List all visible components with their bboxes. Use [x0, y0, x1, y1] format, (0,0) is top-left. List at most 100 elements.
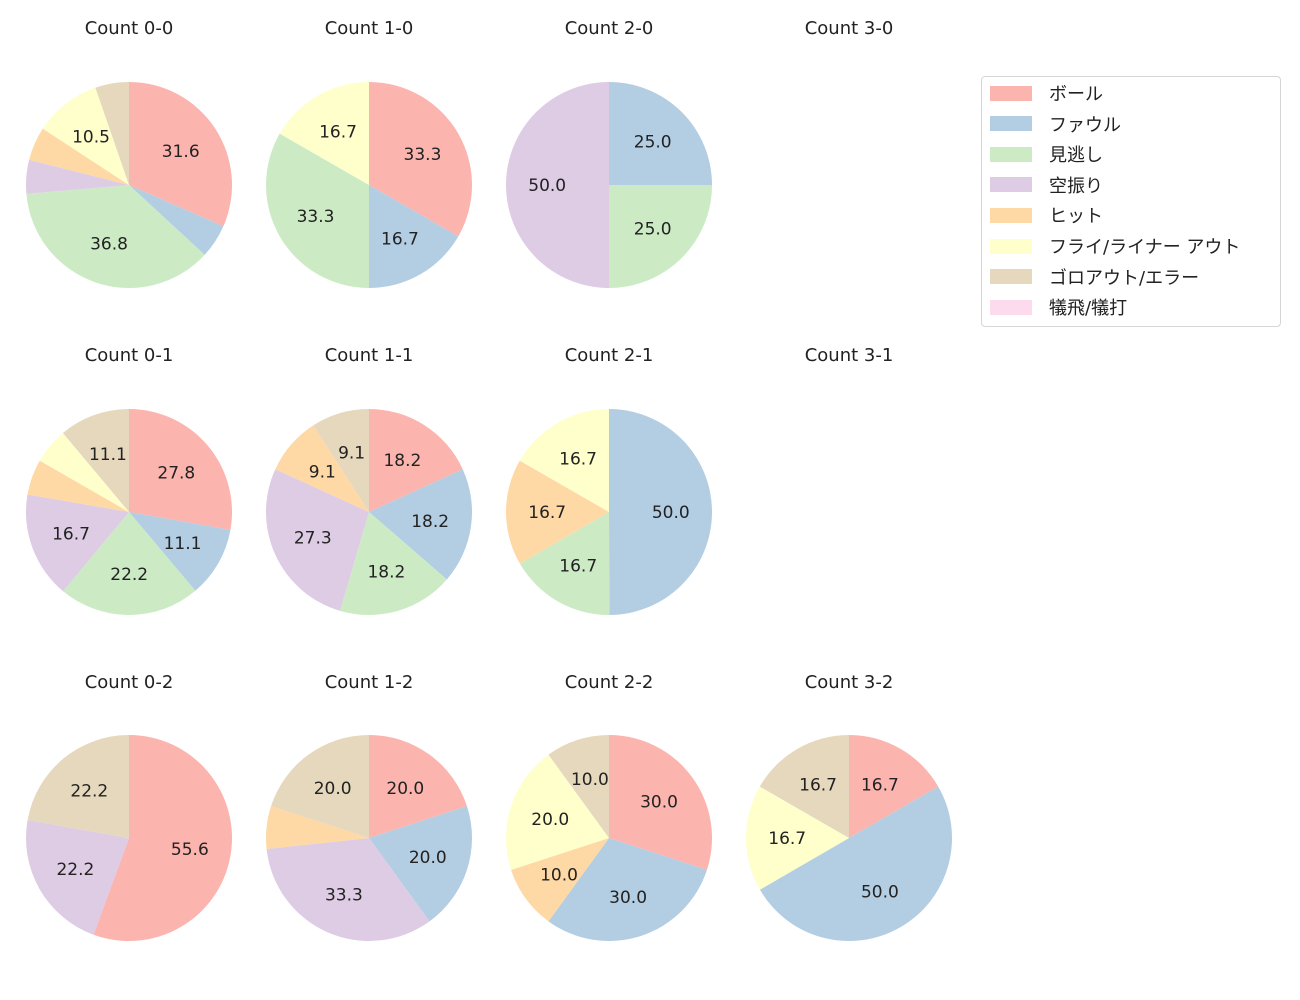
legend-swatch [990, 299, 1032, 315]
legend-item: 見逃し [990, 144, 1103, 166]
legend-swatch [990, 207, 1032, 223]
pie-slice-5 [42, 87, 130, 185]
pie-slice-0 [129, 82, 232, 227]
pie-title: Count 1-2 [325, 672, 414, 693]
pie-slice-0 [369, 735, 467, 838]
slice-label: 50.0 [861, 883, 899, 903]
slice-label: 50.0 [528, 176, 566, 196]
slice-label: 18.2 [411, 512, 449, 532]
legend-label: ゴロアウト/エラー [1049, 267, 1200, 289]
legend-swatch [990, 269, 1032, 285]
pie-slice-6 [95, 82, 129, 185]
pie-slice-5 [39, 433, 129, 512]
pie-title: Count 3-1 [805, 345, 894, 366]
pie-slice-1 [369, 185, 459, 288]
legend-swatch [990, 177, 1032, 193]
legend-item: 空振り [990, 175, 1103, 197]
pie-slice-3 [266, 838, 430, 942]
pie-slice-5 [519, 409, 609, 512]
slice-label: 27.8 [157, 463, 195, 483]
pie-slice-1 [759, 786, 952, 941]
slice-label: 16.7 [799, 775, 837, 795]
pie-slice-2 [26, 185, 205, 288]
pie-slice-6 [62, 409, 129, 512]
legend-item: ファウル [990, 114, 1121, 136]
slice-label: 18.2 [383, 451, 421, 471]
pie-title: Count 1-0 [325, 18, 414, 39]
slice-label: 20.0 [409, 848, 447, 868]
slice-label: 33.3 [404, 145, 442, 165]
pie-title: Count 0-0 [85, 18, 174, 39]
pie-slice-2 [339, 512, 447, 615]
pie-title: Count 3-0 [805, 18, 894, 39]
pie-title: Count 3-2 [805, 672, 894, 693]
slice-label: 16.7 [768, 829, 806, 849]
pie-slice-6 [271, 735, 369, 838]
pie-slice-3 [26, 819, 129, 935]
pie-slice-1 [129, 185, 224, 255]
pie-slice-1 [609, 82, 712, 185]
pie-count-0-2: Count 0-2 55.6 22.2 22.2 [26, 672, 233, 941]
slice-label: 16.7 [861, 775, 899, 795]
pie-count-3-2: Count 3-2 16.7 50.0 16.7 16.7 [745, 672, 952, 941]
legend-label: 犠飛/犠打 [1049, 298, 1128, 320]
legend-swatch [990, 238, 1032, 254]
pie-title: Count 2-2 [565, 672, 654, 693]
pie-count-2-0: Count 2-0 25.0 25.0 50.0 [506, 18, 712, 288]
pie-slice-1 [609, 409, 713, 615]
pie-slice-6 [313, 409, 369, 512]
pie-title: Count 1-1 [325, 345, 414, 366]
slice-label: 9.1 [338, 444, 365, 464]
legend-item: 犠飛/犠打 [990, 297, 1128, 320]
slice-label: 16.7 [528, 503, 566, 523]
pie-slice-1 [369, 806, 472, 922]
pie-slice-2 [265, 133, 369, 288]
slice-label: 30.0 [640, 793, 678, 813]
legend-swatch [990, 146, 1032, 162]
pie-count-2-2: Count 2-230.030.010.020.010.0 [506, 672, 712, 941]
slice-label: 20.0 [314, 779, 352, 799]
pie-count-3-0: Count 3-0 [805, 18, 894, 39]
slice-label: 27.3 [294, 529, 332, 549]
pie-title: Count 0-1 [85, 345, 174, 366]
legend-swatch [990, 116, 1032, 132]
pie-slice-5 [506, 754, 609, 870]
legend-item: ヒット [990, 205, 1103, 228]
slice-label: 20.0 [386, 779, 424, 799]
slice-label: 55.6 [171, 840, 209, 860]
legend-item: ボール [990, 83, 1103, 105]
slice-label: 10.0 [571, 770, 609, 790]
slice-label: 16.7 [319, 123, 357, 143]
slice-label: 22.2 [70, 782, 108, 802]
slice-label: 10.5 [72, 127, 110, 147]
pie-slice-4 [506, 460, 609, 564]
pie-count-1-2: Count 1-2 20.0 20.0 33.3 20.0 [266, 672, 472, 942]
legend-item: ゴロアウト/エラー [990, 267, 1200, 289]
pie-slice-3 [25, 159, 130, 194]
pie-slice-2 [63, 512, 196, 616]
pie-slice-1 [129, 512, 231, 591]
pie-slice-0 [93, 735, 233, 941]
pie-slice-4 [27, 460, 129, 512]
pie-slice-6 [548, 735, 609, 838]
pie-slice-3 [26, 494, 130, 592]
pie-slice-1 [548, 838, 707, 941]
legend-label: ヒット [1049, 206, 1103, 228]
pie-slice-4 [266, 806, 369, 849]
pie-slice-0 [129, 409, 232, 530]
slice-label: 11.1 [164, 534, 202, 554]
slice-label: 33.3 [325, 885, 363, 905]
pie-count-2-1: Count 2-1 50.0 16.7 16.7 16.7 [506, 345, 713, 615]
pie-slice-0 [609, 735, 712, 870]
pie-slice-0 [849, 735, 939, 838]
legend-swatch [990, 85, 1032, 101]
slice-label: 16.7 [52, 524, 90, 544]
pie-slice-6 [759, 735, 849, 838]
slice-label: 22.2 [56, 860, 94, 880]
slice-label: 25.0 [634, 132, 672, 152]
legend-label: ファウル [1049, 114, 1121, 136]
pie-title: Count 2-1 [565, 345, 654, 366]
slice-label: 22.2 [110, 565, 148, 585]
